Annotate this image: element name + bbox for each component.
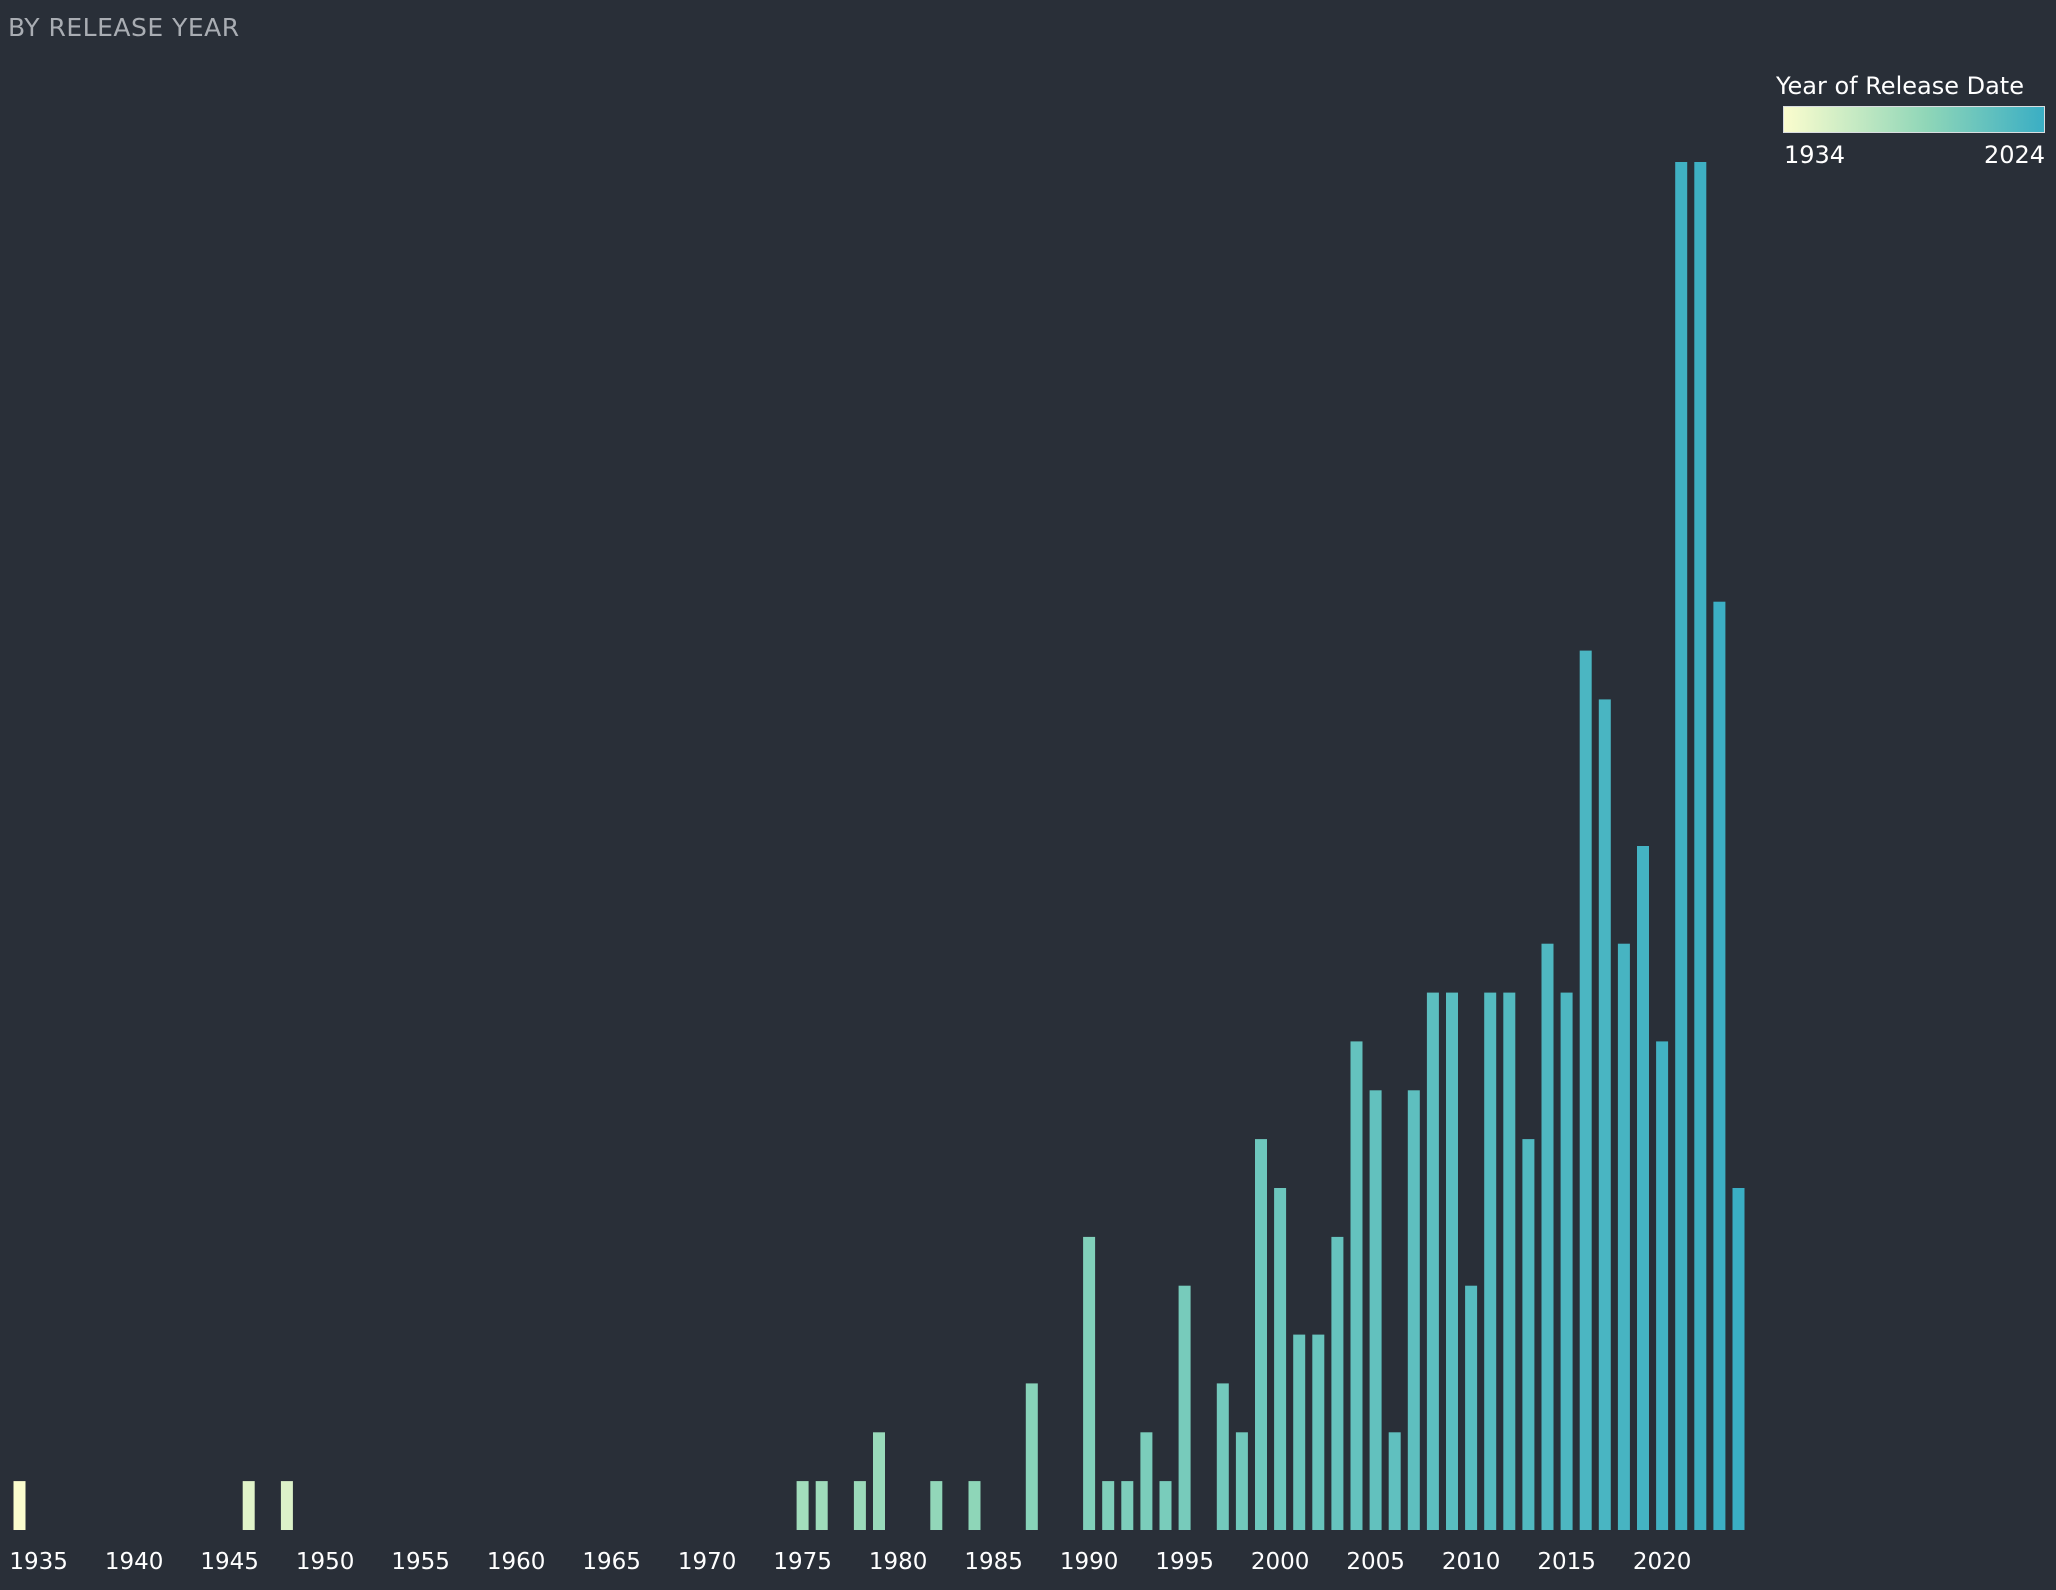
bar-1999[interactable]: [1255, 1139, 1267, 1530]
color-legend-min-label: 1934: [1784, 141, 1846, 169]
bar-2021[interactable]: [1675, 162, 1688, 1530]
x-tick-label-2005: 2005: [1346, 1549, 1405, 1575]
x-tick-label-1980: 1980: [869, 1549, 928, 1575]
bar-2009[interactable]: [1446, 992, 1458, 1530]
x-tick-label-1955: 1955: [391, 1549, 450, 1575]
color-legend-max-label: 2024: [1984, 141, 2046, 169]
x-tick-label-2015: 2015: [1537, 1549, 1596, 1575]
x-axis-ticks: 1935 1940 1945 1950 1955 1960 1965 1970 1975 1980…: [9, 1549, 1691, 1575]
color-legend-title: Year of Release Date: [1776, 72, 2024, 100]
bar-2002[interactable]: [1312, 1334, 1325, 1530]
bar-2020[interactable]: [1656, 1041, 1669, 1530]
bar-1982[interactable]: [930, 1481, 943, 1530]
bar-1976[interactable]: [815, 1481, 828, 1530]
x-tick-label-1995: 1995: [1155, 1549, 1214, 1575]
bar-2014[interactable]: [1541, 943, 1554, 1530]
x-tick-label-2000: 2000: [1251, 1549, 1310, 1575]
x-tick-label-2020: 2020: [1633, 1549, 1692, 1575]
bar-2006[interactable]: [1388, 1432, 1401, 1530]
color-legend-gradient: [1783, 106, 2045, 133]
bar-2010[interactable]: [1465, 1285, 1478, 1530]
x-tick-label-1940: 1940: [105, 1549, 164, 1575]
bar-1990[interactable]: [1083, 1236, 1096, 1530]
bar-1979[interactable]: [873, 1432, 885, 1530]
bar-1998[interactable]: [1235, 1432, 1248, 1530]
x-tick-label-1965: 1965: [582, 1549, 641, 1575]
bar-1993[interactable]: [1140, 1432, 1153, 1530]
x-tick-label-1960: 1960: [487, 1549, 546, 1575]
chart-title: BY RELEASE YEAR: [8, 13, 240, 42]
bar-2004[interactable]: [1350, 1041, 1363, 1530]
bar-2013[interactable]: [1522, 1139, 1535, 1530]
bar-1934[interactable]: [13, 1481, 26, 1530]
bar-2011[interactable]: [1484, 992, 1497, 1530]
bar-1992[interactable]: [1121, 1481, 1134, 1530]
bar-1991[interactable]: [1102, 1481, 1115, 1530]
bar-1984[interactable]: [968, 1481, 981, 1530]
bar-2001[interactable]: [1293, 1334, 1306, 1530]
bar-2019[interactable]: [1637, 846, 1649, 1530]
bar-1997[interactable]: [1216, 1383, 1229, 1530]
x-tick-label-1945: 1945: [200, 1549, 259, 1575]
bar-2023[interactable]: [1713, 601, 1726, 1530]
bar-2003[interactable]: [1331, 1236, 1344, 1530]
bar-1948[interactable]: [280, 1481, 293, 1530]
x-tick-label-1975: 1975: [773, 1549, 832, 1575]
bar-2015[interactable]: [1560, 992, 1573, 1530]
bar-1978[interactable]: [853, 1481, 866, 1530]
bar-1946[interactable]: [242, 1481, 255, 1530]
bar-1994[interactable]: [1159, 1481, 1172, 1530]
bar-2022[interactable]: [1694, 162, 1707, 1530]
bar-1987[interactable]: [1025, 1383, 1038, 1530]
bar-2007[interactable]: [1407, 1090, 1420, 1530]
bars-group: [13, 162, 1745, 1530]
bar-2012[interactable]: [1503, 992, 1516, 1530]
bar-1975[interactable]: [796, 1481, 809, 1530]
x-tick-label-1985: 1985: [964, 1549, 1023, 1575]
bar-2024[interactable]: [1732, 1188, 1745, 1530]
bar-2017[interactable]: [1598, 699, 1611, 1530]
bar-2000[interactable]: [1274, 1188, 1287, 1530]
bar-2018[interactable]: [1617, 943, 1630, 1530]
bar-2008[interactable]: [1426, 992, 1439, 1530]
bar-1995[interactable]: [1178, 1285, 1191, 1530]
bar-2005[interactable]: [1369, 1090, 1382, 1530]
x-tick-label-2010: 2010: [1442, 1549, 1501, 1575]
x-tick-label-1970: 1970: [678, 1549, 737, 1575]
x-tick-label-1990: 1990: [1060, 1549, 1119, 1575]
bar-2016[interactable]: [1579, 650, 1592, 1530]
x-tick-label-1935: 1935: [9, 1549, 68, 1575]
x-tick-label-1950: 1950: [296, 1549, 355, 1575]
